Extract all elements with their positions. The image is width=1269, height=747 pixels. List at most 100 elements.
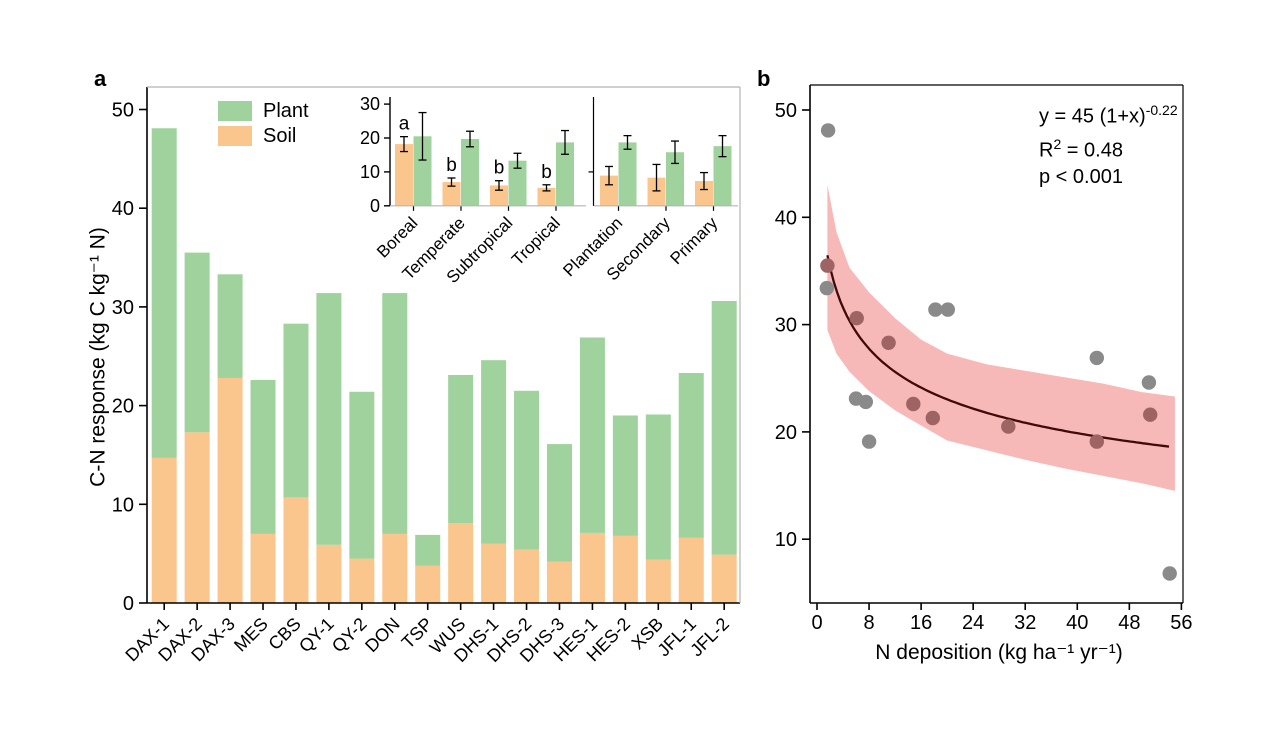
legend-entry-plant: Plant [218,101,309,121]
scatter-point-16 [1143,407,1158,422]
panel-a-xtick-label-QY-2: QY-2 [328,614,371,657]
panel-a-ytick-label-40: 40 [112,198,134,220]
bar-soil-QY-1 [316,544,342,603]
panel-b-ytick-label-50: 50 [775,100,797,122]
scatter-point-6 [940,302,955,317]
inset-bar-soil-Plantation [600,175,618,206]
inset-sig-letter-Boreal: a [399,114,410,135]
inset-bar-soil-Secondary [647,177,666,206]
bar-soil-DHS-2 [514,549,540,603]
bar-plant-DAX-3 [217,274,243,378]
inset-bar-soil-Boreal [395,144,413,206]
inset-bar-plant-Primary [713,146,732,206]
fit-r2-exponent: 2 [1053,135,1062,152]
confidence-band [827,185,1175,491]
panel-b-ytick-label-40: 40 [775,207,797,229]
inset-xtick-label-Primary: Primary [666,213,721,268]
fit-r2-symbol: R [1039,139,1054,162]
inset-xtick-label-Tropical: Tropical [508,213,564,269]
panel-a-xtick-label-CBS: CBS [264,614,304,654]
bar-soil-WUS [448,523,474,603]
bar-soil-CBS [283,497,309,603]
panel-b-ytick-label-20: 20 [775,422,797,444]
bar-soil-TSP [415,565,441,603]
bar-soil-JFL-2 [711,554,737,603]
panel-a-label: a [94,66,107,91]
bar-plant-DHS-2 [514,390,540,550]
inset-ytick-label-10: 10 [360,162,380,182]
fit-p-line: p < 0.001 [1039,166,1123,189]
bar-plant-DON [382,293,408,534]
inset-bar-plant-Plantation [618,142,637,206]
inset-sig-letter-Tropical: b [541,162,552,183]
panel-a-ytick-label-10: 10 [112,494,134,516]
scatter-point-0 [820,123,836,138]
fit-equation-line: y = 45 (1+x)-0.22 [1039,97,1178,131]
inset-bar-soil-Temperate [442,182,461,206]
bar-soil-XSB [645,559,671,603]
scatter-point-3 [849,311,864,326]
legend: Plant Soil [218,101,309,146]
inset-sig-letter-Subtropical: b [494,158,505,179]
fit-r2-line: R2 = 0.48 [1039,131,1178,165]
bar-plant-HES-2 [612,415,638,536]
legend-swatch-plant [218,101,252,121]
bar-plant-HES-1 [579,337,605,533]
panel-a-y-axis-title: C-N response (kg C kg⁻¹ N) [86,227,110,487]
bar-plant-QY-1 [316,293,342,545]
bar-soil-QY-2 [349,558,375,603]
inset-bar-plant-Tropical [556,142,574,206]
bar-soil-JFL-1 [678,537,704,603]
legend-label-soil: Soil [263,125,297,147]
panel-b-xtick-label-16: 16 [910,612,932,634]
panel-b-xtick-label-48: 48 [1118,612,1140,634]
panel-a-xtick-label-QY-1: QY-1 [295,614,338,657]
bar-plant-CBS [283,323,309,498]
scatter-point-2 [819,280,834,296]
scatter-point-12 [1001,419,1016,434]
fit-equation-base: y = 45 (1+x) [1039,105,1146,128]
fit-equation-exponent: -0.22 [1145,102,1178,118]
bar-plant-TSP [415,534,441,566]
legend-entry-soil: Soil [218,126,309,146]
bar-soil-DHS-1 [481,543,507,603]
inset-ytick-label-0: 0 [370,196,380,216]
panel-a-xtick-label-MES: MES [230,614,272,656]
bar-plant-JFL-2 [711,300,737,555]
bar-plant-MES [250,379,276,534]
scatter-point-15 [1141,375,1157,390]
legend-label-plant: Plant [263,100,309,122]
inset-bar-soil-Subtropical [490,185,508,206]
panel-b-xtick-label-56: 56 [1170,612,1192,634]
bar-plant-XSB [645,414,671,560]
panel-a-ytick-label-20: 20 [112,396,134,418]
panel-b-ytick-label-10: 10 [775,529,797,551]
bar-soil-HES-1 [579,532,605,603]
bar-soil-HES-2 [612,535,638,603]
fit-annotation: y = 45 (1+x)-0.22 R2 = 0.48 p < 0.001 [1039,97,1178,191]
inset-bar-plant-Secondary [666,152,684,206]
bar-plant-DHS-3 [546,444,572,562]
inset-ytick-label-30: 30 [360,94,380,114]
panel-a-ytick-label-0: 0 [123,593,134,615]
bar-plant-JFL-1 [678,373,704,538]
bar-soil-DAX-2 [184,432,210,603]
scatter-point-1 [820,258,835,273]
scatter-point-14 [1089,434,1105,449]
bar-plant-WUS [448,375,474,524]
inset-sig-letter-Temperate: b [446,155,457,176]
scatter-point-11 [925,410,940,426]
scatter-point-10 [906,396,921,412]
bar-plant-DAX-2 [184,252,210,433]
fit-r2-value: = 0.48 [1061,139,1123,162]
inset-bar-plant-Boreal [413,136,432,206]
panel-b-x-axis-title: N deposition (kg ha⁻¹ yr⁻¹) [875,641,1123,664]
inset-bar-plant-Subtropical [508,160,527,206]
panel-b-xtick-label-40: 40 [1066,612,1088,634]
inset-ytick-label-20: 20 [360,128,380,148]
inset-bar-soil-Primary [695,181,713,206]
bar-soil-DAX-1 [151,457,177,603]
bar-plant-DAX-1 [151,128,177,458]
panel-a-ytick-label-50: 50 [112,100,134,122]
